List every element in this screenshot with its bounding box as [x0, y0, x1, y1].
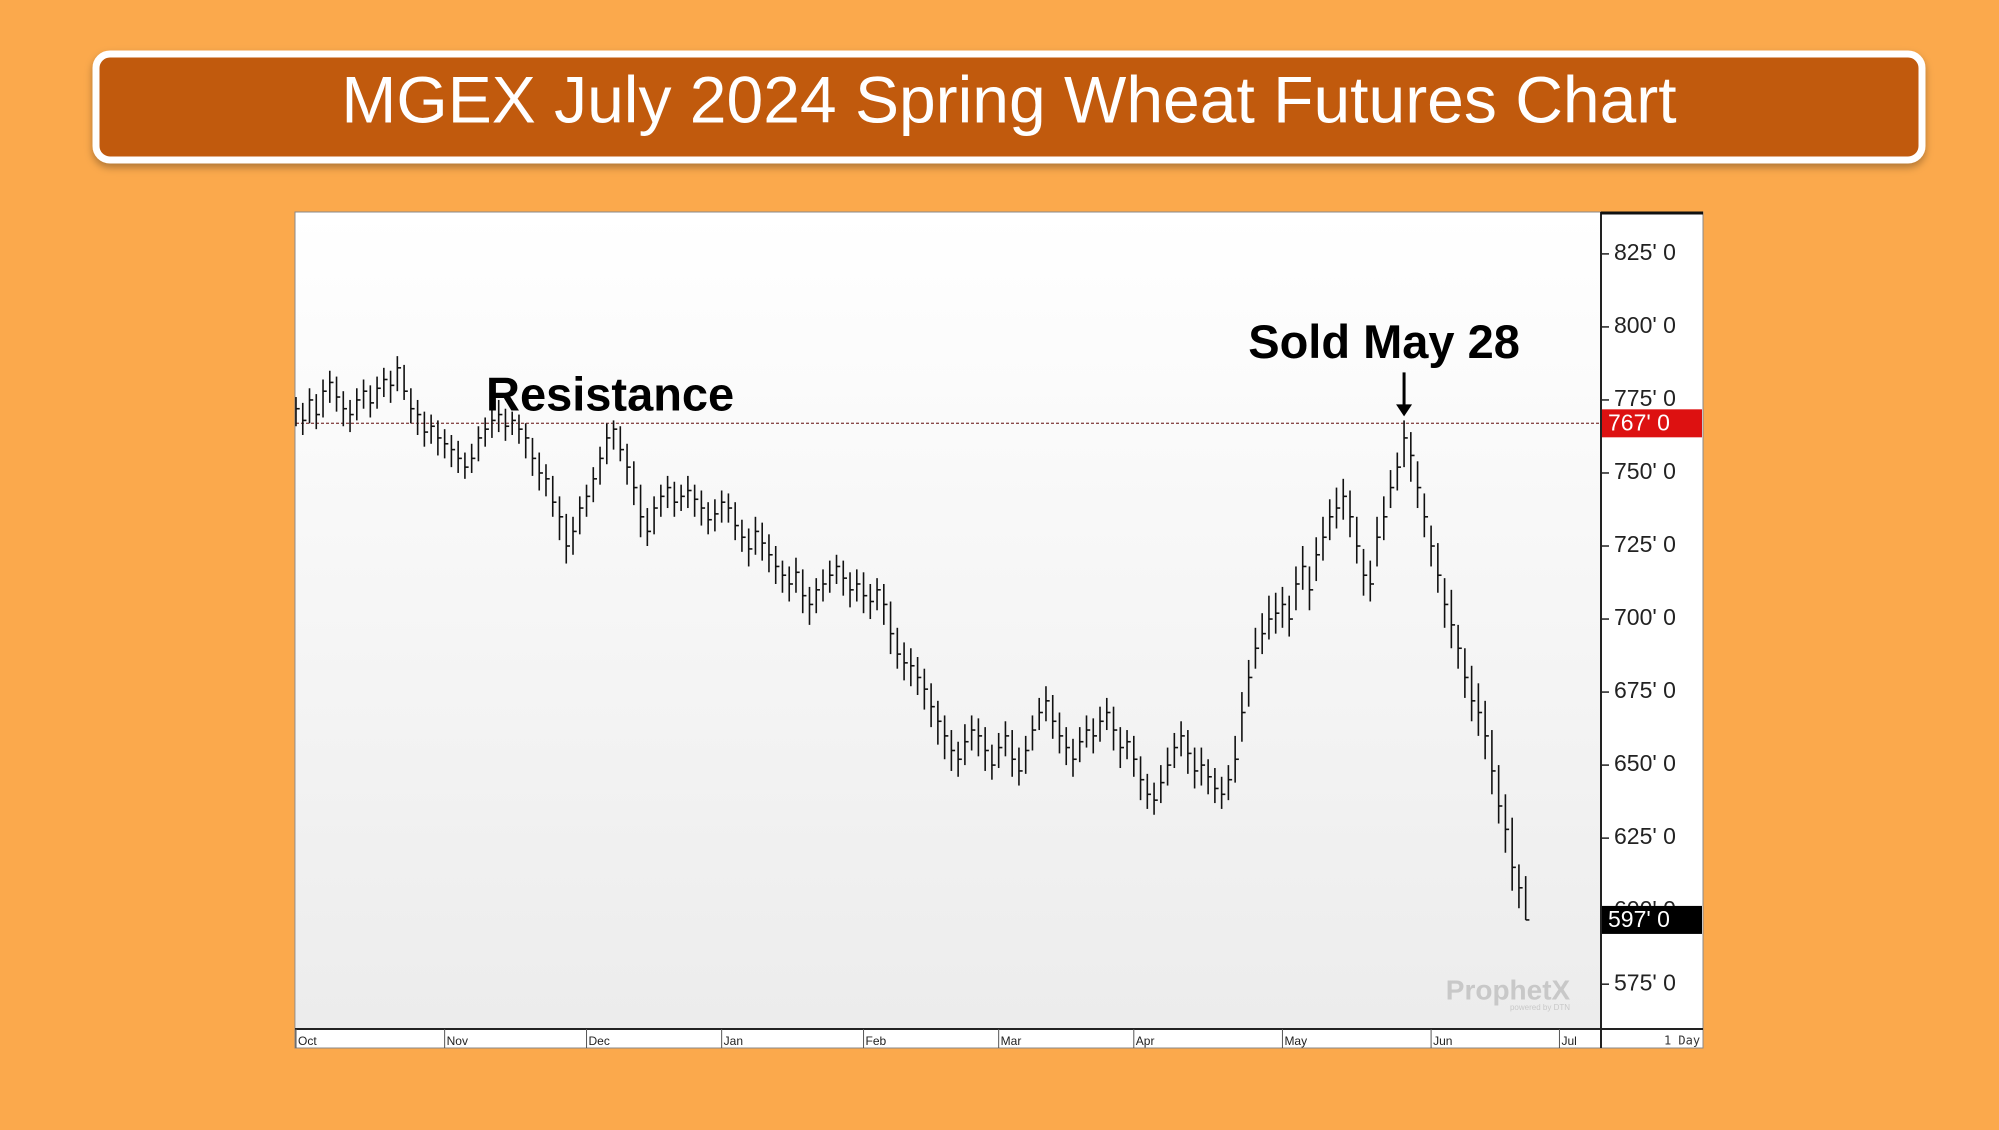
- title-banner: [92, 50, 1926, 164]
- y-tick-label: 700' 0: [1614, 604, 1676, 630]
- y-tick-label: 775' 0: [1614, 385, 1676, 411]
- y-tick-label: 725' 0: [1614, 531, 1676, 557]
- last-price-box: [1602, 905, 1702, 934]
- watermark-sub: powered by DTN: [1510, 1003, 1570, 1012]
- sold-annotation: Sold May 28: [1248, 315, 1520, 368]
- resistance-annotation: Resistance: [486, 367, 734, 420]
- x-tick-label: Nov: [447, 1034, 468, 1048]
- y-tick-label: 675' 0: [1614, 677, 1676, 703]
- y-tick-label: 650' 0: [1614, 750, 1676, 776]
- last-price-label: 597' 0: [1608, 906, 1670, 932]
- x-tick-label: Mar: [1001, 1034, 1022, 1048]
- x-tick-label: May: [1284, 1034, 1307, 1048]
- x-tick-label: Jul: [1561, 1034, 1576, 1048]
- period-label: 1 Day: [1664, 1034, 1700, 1048]
- y-tick-label: 825' 0: [1614, 239, 1676, 265]
- plot-area: [296, 213, 1600, 1028]
- x-tick-label: Dec: [589, 1034, 610, 1048]
- y-tick-label: 625' 0: [1614, 823, 1676, 849]
- y-tick-label: 800' 0: [1614, 312, 1676, 338]
- x-tick-label: Jun: [1433, 1034, 1452, 1048]
- x-tick-label: Apr: [1136, 1034, 1155, 1048]
- x-tick-label: Oct: [298, 1034, 317, 1048]
- x-tick-label: Feb: [866, 1034, 887, 1048]
- resistance-price-label: 767' 0: [1608, 409, 1670, 435]
- y-tick-label: 575' 0: [1614, 969, 1676, 995]
- chart-title: MGEX July 2024 Spring Wheat Futures Char…: [341, 62, 1676, 136]
- resistance-price-box: [1602, 409, 1702, 438]
- sold-arrow-head: [1396, 404, 1413, 417]
- watermark: ProphetX: [1446, 974, 1571, 1005]
- x-tick-label: Jan: [724, 1034, 743, 1048]
- y-tick-label: 750' 0: [1614, 458, 1676, 484]
